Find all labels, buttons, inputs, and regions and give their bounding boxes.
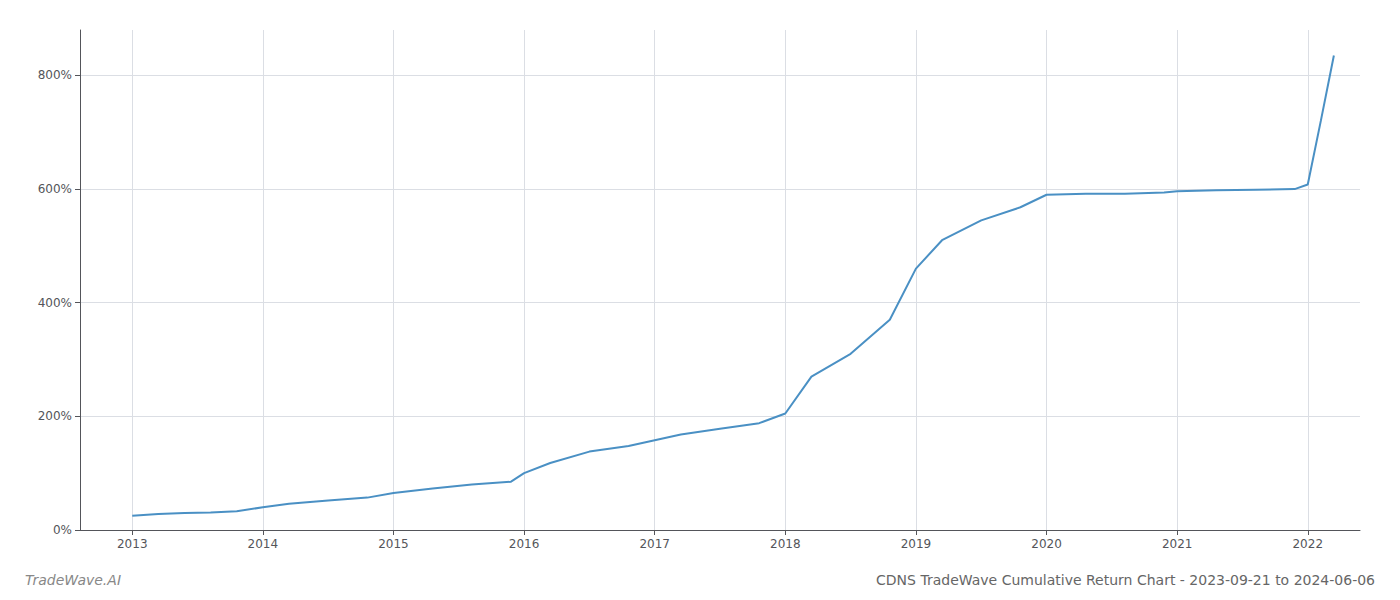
svg-text:400%: 400%: [38, 296, 72, 310]
svg-text:2017: 2017: [639, 537, 670, 551]
svg-text:2021: 2021: [1162, 537, 1193, 551]
svg-text:2014: 2014: [248, 537, 279, 551]
svg-text:2018: 2018: [770, 537, 801, 551]
svg-text:2020: 2020: [1031, 537, 1062, 551]
svg-text:TradeWave.AI: TradeWave.AI: [25, 572, 121, 588]
svg-text:2013: 2013: [117, 537, 148, 551]
svg-text:2016: 2016: [509, 537, 540, 551]
svg-text:0%: 0%: [53, 523, 72, 537]
svg-text:2019: 2019: [901, 537, 932, 551]
svg-text:2022: 2022: [1292, 537, 1323, 551]
svg-text:800%: 800%: [38, 68, 72, 82]
svg-text:200%: 200%: [38, 409, 72, 423]
svg-text:2015: 2015: [378, 537, 409, 551]
svg-text:600%: 600%: [38, 182, 72, 196]
svg-text:CDNS TradeWave Cumulative Retu: CDNS TradeWave Cumulative Return Chart -…: [876, 572, 1375, 588]
